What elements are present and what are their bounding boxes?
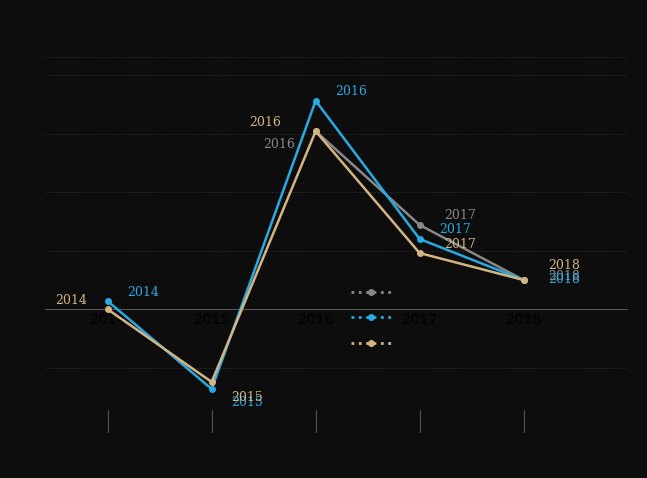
Text: 2016: 2016 bbox=[335, 85, 367, 98]
Text: 2014: 2014 bbox=[127, 285, 159, 299]
Text: 2018: 2018 bbox=[549, 273, 580, 286]
Text: 2015: 2015 bbox=[231, 391, 263, 404]
Text: 2015: 2015 bbox=[231, 396, 263, 409]
Text: 2016: 2016 bbox=[263, 138, 295, 151]
Text: 2016: 2016 bbox=[249, 116, 281, 129]
Text: 2018: 2018 bbox=[549, 259, 580, 272]
Text: 2018: 2018 bbox=[549, 270, 580, 283]
Text: 2017: 2017 bbox=[444, 209, 476, 222]
Text: 2014: 2014 bbox=[55, 294, 87, 307]
Text: 2017: 2017 bbox=[439, 223, 471, 237]
Text: 2017: 2017 bbox=[444, 238, 476, 250]
